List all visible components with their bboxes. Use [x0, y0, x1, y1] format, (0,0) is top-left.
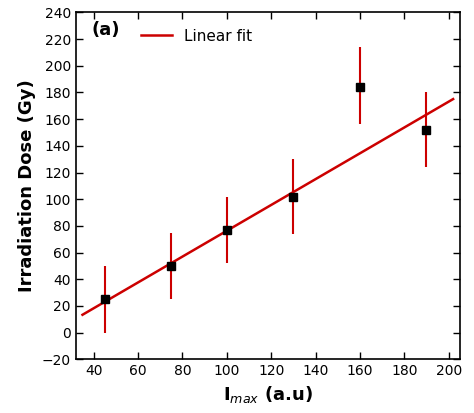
Y-axis label: Irradiation Dose (Gy): Irradiation Dose (Gy): [18, 79, 36, 292]
Legend: Linear fit: Linear fit: [141, 28, 252, 44]
Text: (a): (a): [91, 21, 120, 39]
X-axis label: I$_{max}$ (a.u): I$_{max}$ (a.u): [223, 384, 313, 405]
